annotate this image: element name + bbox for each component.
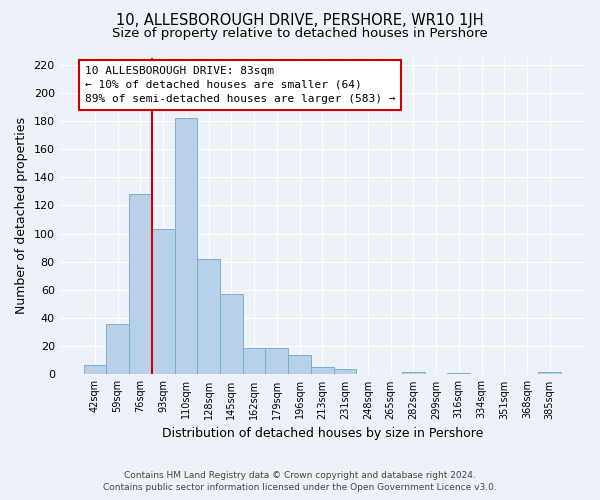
Text: 10, ALLESBOROUGH DRIVE, PERSHORE, WR10 1JH: 10, ALLESBOROUGH DRIVE, PERSHORE, WR10 1…: [116, 12, 484, 28]
Bar: [538, 372, 561, 374]
Bar: [402, 372, 425, 374]
Bar: [152, 230, 175, 374]
Bar: [334, 369, 356, 374]
Bar: [220, 294, 243, 374]
Text: Contains HM Land Registry data © Crown copyright and database right 2024.
Contai: Contains HM Land Registry data © Crown c…: [103, 471, 497, 492]
Bar: [175, 118, 197, 374]
Text: Size of property relative to detached houses in Pershore: Size of property relative to detached ho…: [112, 28, 488, 40]
Bar: [243, 348, 265, 374]
Text: 10 ALLESBOROUGH DRIVE: 83sqm
← 10% of detached houses are smaller (64)
89% of se: 10 ALLESBOROUGH DRIVE: 83sqm ← 10% of de…: [85, 66, 395, 104]
Y-axis label: Number of detached properties: Number of detached properties: [15, 118, 28, 314]
Bar: [448, 373, 470, 374]
Bar: [197, 259, 220, 374]
Bar: [288, 354, 311, 374]
Bar: [265, 348, 288, 374]
Bar: [311, 368, 334, 374]
Bar: [83, 364, 106, 374]
Bar: [129, 194, 152, 374]
X-axis label: Distribution of detached houses by size in Pershore: Distribution of detached houses by size …: [161, 427, 483, 440]
Bar: [106, 324, 129, 374]
